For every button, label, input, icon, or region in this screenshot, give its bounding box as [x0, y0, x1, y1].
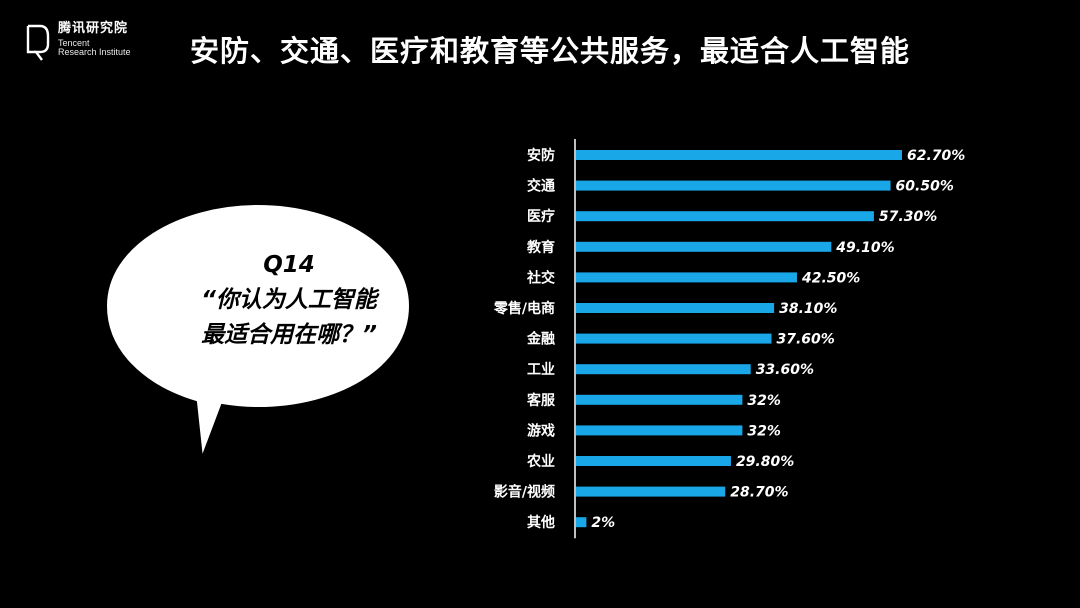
bar: [576, 333, 772, 344]
category-label: 金融: [526, 331, 555, 348]
bubble-line-3: 最适合用在哪？”: [201, 322, 377, 348]
category-label: 教育: [527, 239, 555, 256]
bar: [576, 486, 726, 497]
speech-bubble: [104, 202, 412, 459]
data-label: 33.60%: [756, 362, 814, 378]
tencent-research-logo-icon: [26, 24, 50, 61]
bar: [576, 425, 743, 436]
bubble-line-2: “你认为人工智能: [201, 287, 377, 313]
category-label: 安防: [527, 147, 555, 164]
data-label: 32%: [747, 393, 781, 409]
bar: [576, 180, 891, 191]
data-label: 62.70%: [907, 148, 965, 164]
data-label: 38.10%: [779, 301, 837, 317]
data-label: 32%: [747, 423, 781, 439]
data-label: 37.60%: [776, 332, 834, 348]
data-label: 60.50%: [896, 179, 954, 195]
category-label: 客服: [526, 392, 556, 409]
bar: [576, 241, 832, 252]
data-label: 49.10%: [835, 240, 894, 256]
category-label: 零售/电商: [493, 300, 555, 317]
bar: [576, 272, 797, 283]
category-label: 影音/视频: [494, 484, 555, 501]
bar: [576, 150, 902, 160]
bar: [576, 456, 731, 466]
bar: [576, 303, 775, 313]
data-label: 29.80%: [736, 454, 794, 470]
data-label: 2%: [591, 515, 615, 531]
category-label: 社交: [526, 269, 555, 286]
logo-name-en-2: Research Institute: [58, 47, 131, 58]
data-label: 28.70%: [730, 485, 788, 501]
category-label: 交通: [527, 178, 555, 195]
bar: [576, 517, 587, 528]
category-label: 医疗: [527, 208, 555, 225]
logo-name-en-1: Tencent: [58, 37, 90, 48]
bubble-question: Q14 “你认为人工智能 最适合用在哪？”: [130, 248, 448, 353]
category-label: 农业: [526, 453, 555, 470]
data-label: 57.30%: [879, 209, 937, 225]
category-label: 游戏: [527, 422, 555, 439]
category-label: 工业: [527, 362, 555, 378]
bar: [576, 364, 751, 375]
page-title: 安防、交通、医疗和教育等公共服务，最适合人工智能: [190, 34, 911, 68]
logo-name-cn: 腾讯研究院: [58, 21, 129, 36]
bar: [576, 211, 874, 222]
category-label: 其他: [527, 514, 555, 531]
logo: 腾讯研究院 Tencent Research Institute: [22, 22, 131, 62]
bar: [576, 394, 743, 405]
bubble-line-1: Q14: [263, 252, 315, 278]
data-label: 42.50%: [801, 270, 860, 286]
